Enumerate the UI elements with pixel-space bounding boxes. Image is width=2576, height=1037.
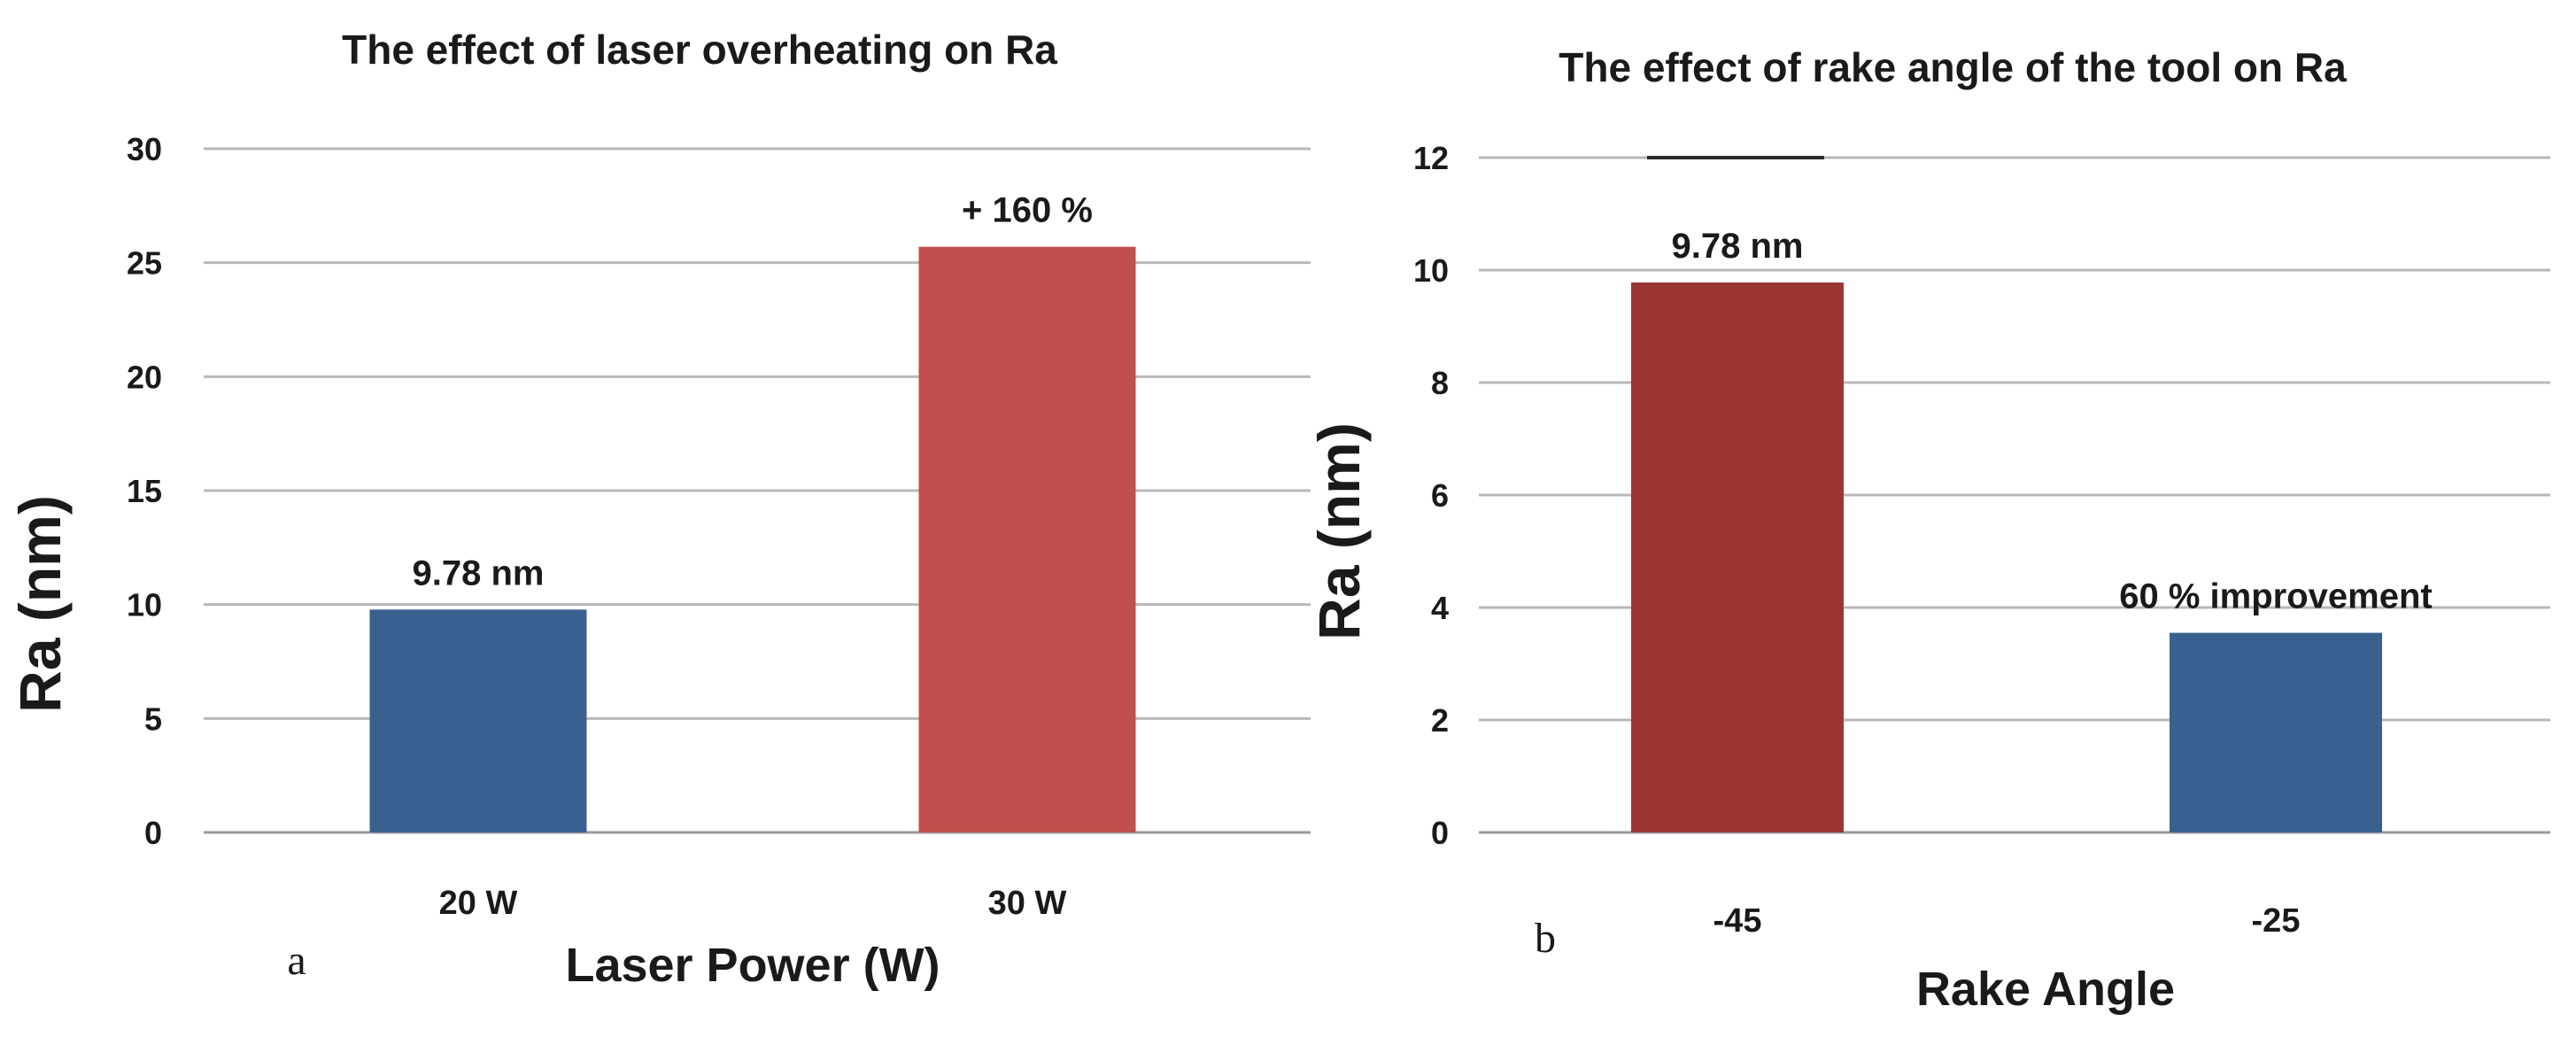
a-ytick-label: 30 xyxy=(127,131,162,167)
b-bar-0 xyxy=(1631,282,1844,833)
a-category-label-1: 30 W xyxy=(988,885,1067,922)
chart-a-title: The effect of laser overheating on Ra xyxy=(342,27,1057,73)
a-ytick-label: 25 xyxy=(127,245,162,282)
b-category-label-1: -25 xyxy=(2252,902,2301,940)
b-ytick-label: 0 xyxy=(1431,815,1449,851)
chart-a-panel-label: a xyxy=(287,937,306,984)
b-ytick-label: 4 xyxy=(1431,590,1449,626)
chart-a: The effect of laser overheating on Ra 0 5… xyxy=(7,27,1311,992)
b-ytick-label: 12 xyxy=(1413,140,1449,176)
chart-b-panel-label: b xyxy=(1535,915,1556,962)
b-data-label-1: 60 % improvement xyxy=(2119,577,2432,616)
a-bar-1 xyxy=(918,246,1136,832)
chart-a-xlabel: Laser Power (W) xyxy=(565,939,940,992)
chart-b-ylabel: Ra (nm) xyxy=(1306,422,1372,640)
a-bar-0 xyxy=(369,609,587,832)
a-ytick-label: 10 xyxy=(127,587,162,623)
a-ytick-label: 5 xyxy=(144,700,162,737)
chart-b: The effect of rake angle of the tool on … xyxy=(1306,44,2550,1016)
a-ytick-label: 15 xyxy=(127,473,162,509)
chart-b-xlabel: Rake Angle xyxy=(1916,963,2175,1016)
chart-a-ylabel: Ra (nm) xyxy=(7,495,73,713)
b-bar-1 xyxy=(2170,632,2382,832)
a-data-label-0: 9.78 nm xyxy=(413,553,545,592)
b-category-label-0: -45 xyxy=(1713,902,1762,940)
b-ytick-label: 2 xyxy=(1431,702,1449,739)
b-ytick-label: 8 xyxy=(1431,365,1449,401)
b-ytick-label: 6 xyxy=(1431,477,1449,514)
b-ytick-label: 10 xyxy=(1413,252,1449,289)
a-data-label-1: + 160 % xyxy=(962,191,1093,230)
a-category-label-0: 20 W xyxy=(439,885,518,922)
a-ytick-label: 0 xyxy=(144,815,162,851)
a-ytick-label: 20 xyxy=(127,359,162,395)
chart-b-title: The effect of rake angle of the tool on … xyxy=(1559,44,2347,90)
b-data-label-0: 9.78 nm xyxy=(1672,227,1804,266)
